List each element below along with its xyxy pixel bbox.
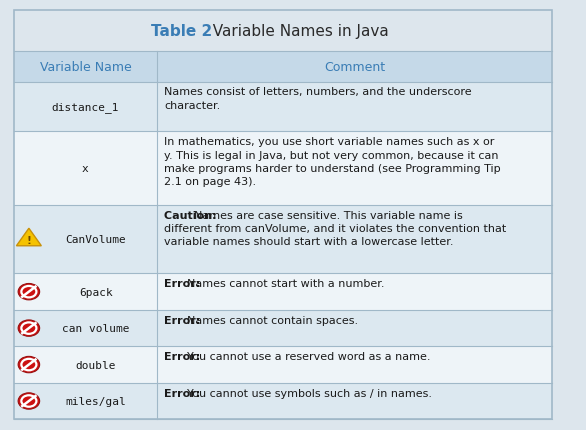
Bar [14,11,552,52]
Text: miles/gal: miles/gal [65,396,126,406]
Circle shape [18,284,40,300]
Text: double: double [76,360,116,370]
Text: Error:: Error: [164,315,204,325]
Text: Error:: Error: [164,351,204,361]
Text: CanVolume: CanVolume [65,235,126,245]
Text: You cannot use a reserved word as a name.: You cannot use a reserved word as a name… [187,351,431,361]
Circle shape [21,322,36,334]
Bar [14,132,552,206]
Polygon shape [16,229,42,246]
Text: Comment: Comment [324,61,385,74]
Text: Names cannot start with a number.: Names cannot start with a number. [187,279,384,289]
Circle shape [21,395,36,407]
Text: Caution:: Caution: [164,210,220,220]
Text: Names are case sensitive. This variable name is: Names are case sensitive. This variable … [193,210,462,220]
Text: 2.1 on page 43).: 2.1 on page 43). [164,177,256,187]
Text: Table 2: Table 2 [151,24,212,39]
Circle shape [18,356,40,373]
Bar [14,347,552,383]
Text: y. This is legal in Java, but not very common, because it can: y. This is legal in Java, but not very c… [164,150,499,160]
Text: Error:: Error: [164,279,204,289]
Circle shape [21,286,36,298]
Text: Error:: Error: [164,387,204,398]
Bar [14,274,552,310]
Text: can volume: can volume [62,323,130,333]
Bar [14,206,552,274]
Circle shape [18,320,40,337]
Text: Variable Name: Variable Name [40,61,131,74]
Text: 6pack: 6pack [79,287,113,297]
Text: distance_1: distance_1 [52,102,119,113]
Text: different from canVolume, and it violates the convention that: different from canVolume, and it violate… [164,224,506,233]
Bar [14,383,552,419]
Text: x: x [82,164,89,174]
Text: Variable Names in Java: Variable Names in Java [203,24,389,39]
Text: make programs harder to understand (see Programming Tip: make programs harder to understand (see … [164,163,500,174]
Text: variable names should start with a lowercase letter.: variable names should start with a lower… [164,237,454,247]
Text: In mathematics, you use short variable names such as x or: In mathematics, you use short variable n… [164,137,495,147]
Bar [14,52,552,83]
Text: character.: character. [164,101,220,111]
Text: Names cannot contain spaces.: Names cannot contain spaces. [187,315,358,325]
Circle shape [21,359,36,370]
Text: You cannot use symbols such as / in names.: You cannot use symbols such as / in name… [187,387,432,398]
Text: Names consist of letters, numbers, and the underscore: Names consist of letters, numbers, and t… [164,87,472,97]
Circle shape [18,393,40,409]
Bar [14,83,552,132]
Text: !: ! [26,236,31,246]
Bar [14,310,552,347]
